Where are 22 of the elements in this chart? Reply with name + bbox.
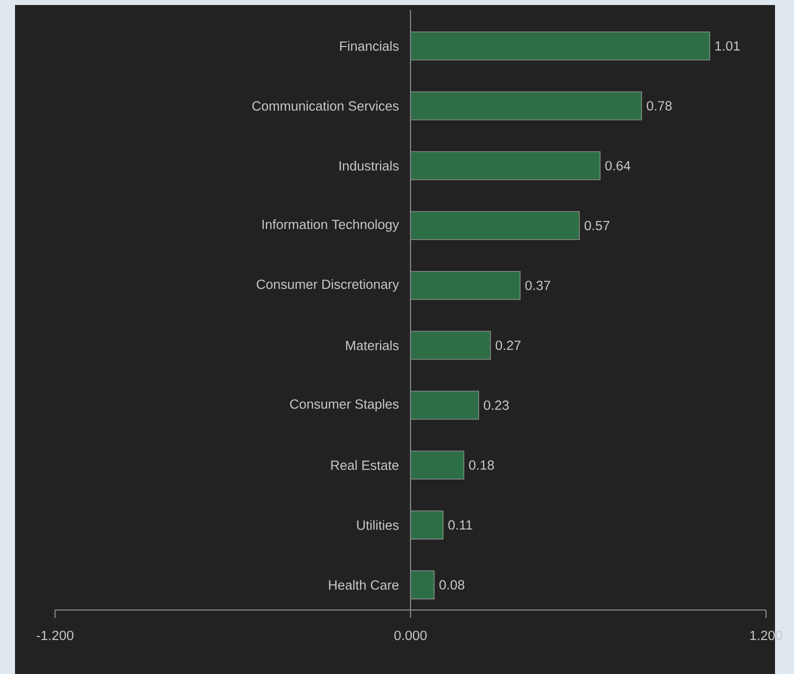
y-tick-label: Real Estate [331, 460, 399, 470]
x-tick-label: 0.000 [394, 630, 427, 640]
x-tick-label: -1.200 [36, 630, 74, 640]
data-label: 1.01 [715, 41, 740, 51]
y-tick-label: Utilities [357, 520, 399, 530]
y-tick-label: Information Technology [262, 219, 400, 232]
y-tick-label: Materials [346, 340, 399, 350]
y-tick-label: Financials [340, 41, 399, 51]
data-label: 0.64 [605, 160, 630, 170]
data-label: 0.08 [439, 580, 464, 590]
data-label: 0.27 [496, 340, 520, 350]
data-label: 0.23 [484, 400, 509, 410]
data-label: 0.78 [646, 101, 672, 111]
y-tick-label: Industrials [340, 160, 399, 171]
y-tick-label: Communication Services [252, 100, 399, 111]
data-label: 0.18 [469, 460, 494, 470]
data-label: 0.37 [525, 280, 550, 290]
y-tick-label: Health Care [329, 580, 398, 590]
y-tick-label: Consumer Discretionary [256, 279, 400, 292]
data-label: 0.57 [584, 220, 610, 230]
data-label: 0.11 [448, 520, 472, 530]
y-tick-label: Consumer Staples [290, 398, 399, 412]
